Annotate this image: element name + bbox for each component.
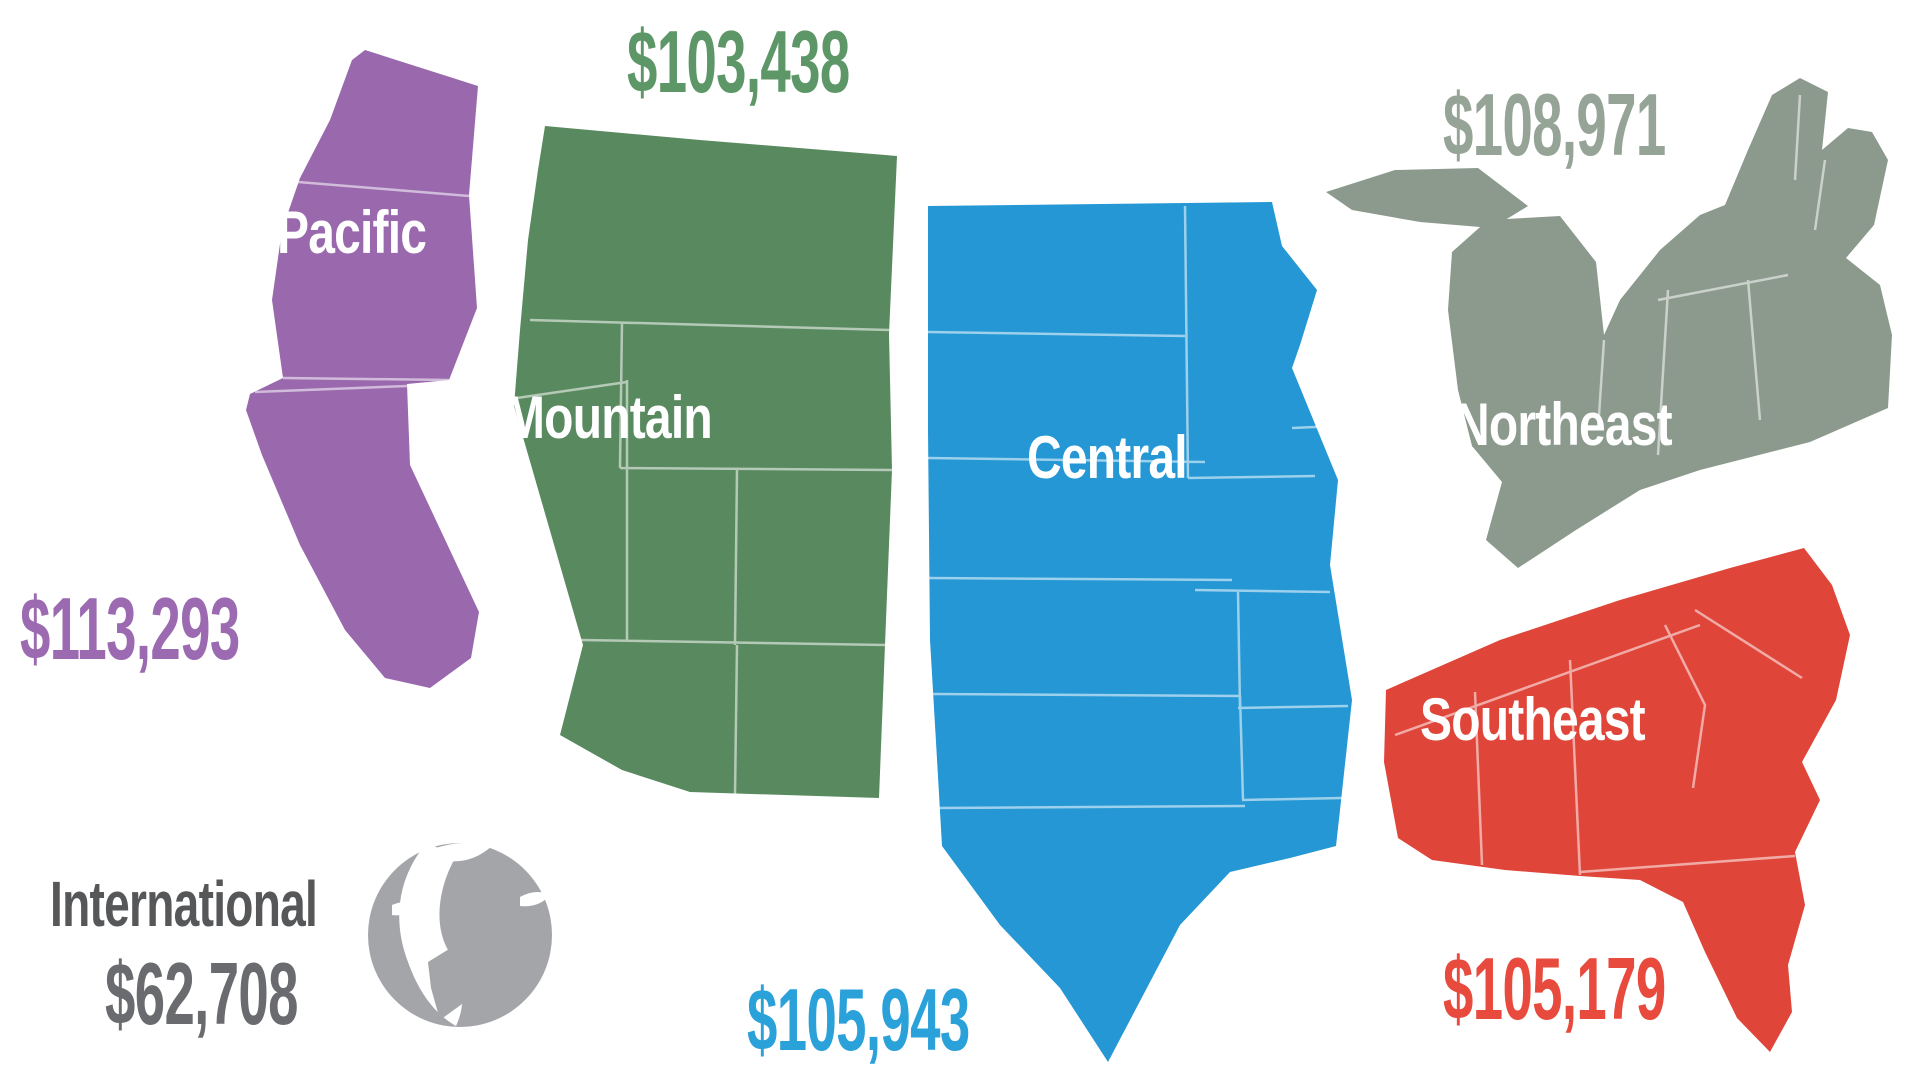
region-shape-central	[927, 202, 1352, 1062]
southeast-fill	[1384, 548, 1850, 1052]
region-label-mountain: Mountain	[505, 384, 713, 451]
region-shape-northeast	[1326, 78, 1892, 568]
region-shape-southeast	[1384, 548, 1850, 1052]
pacific-fill	[246, 50, 479, 688]
region-value-mountain: $103,438	[627, 12, 850, 111]
region-shape-pacific	[246, 50, 479, 688]
region-value-pacific: $113,293	[20, 579, 240, 678]
central-fill	[928, 202, 1352, 1062]
globe-icon	[368, 842, 552, 1027]
international-label: International	[50, 868, 318, 940]
state-borders-central	[927, 205, 1349, 810]
region-value-central: $105,943	[747, 970, 970, 1069]
state-borders-mountain	[516, 318, 893, 796]
region-value-northeast: $108,971	[1443, 75, 1666, 174]
region-value-southeast: $105,179	[1443, 939, 1666, 1038]
region-shape-mountain	[514, 126, 897, 798]
region-label-central: Central	[1027, 424, 1188, 491]
region-label-southeast: Southeast	[1420, 686, 1646, 753]
region-label-pacific: Pacific	[277, 199, 427, 266]
state-borders-pacific	[254, 180, 470, 394]
state-borders-southeast	[1394, 608, 1803, 876]
state-borders-northeast	[1596, 94, 1827, 456]
northeast-fill	[1326, 78, 1892, 568]
region-label-northeast: Northeast	[1455, 391, 1673, 458]
mountain-fill	[514, 126, 897, 798]
international-value: $62,708	[105, 944, 299, 1043]
